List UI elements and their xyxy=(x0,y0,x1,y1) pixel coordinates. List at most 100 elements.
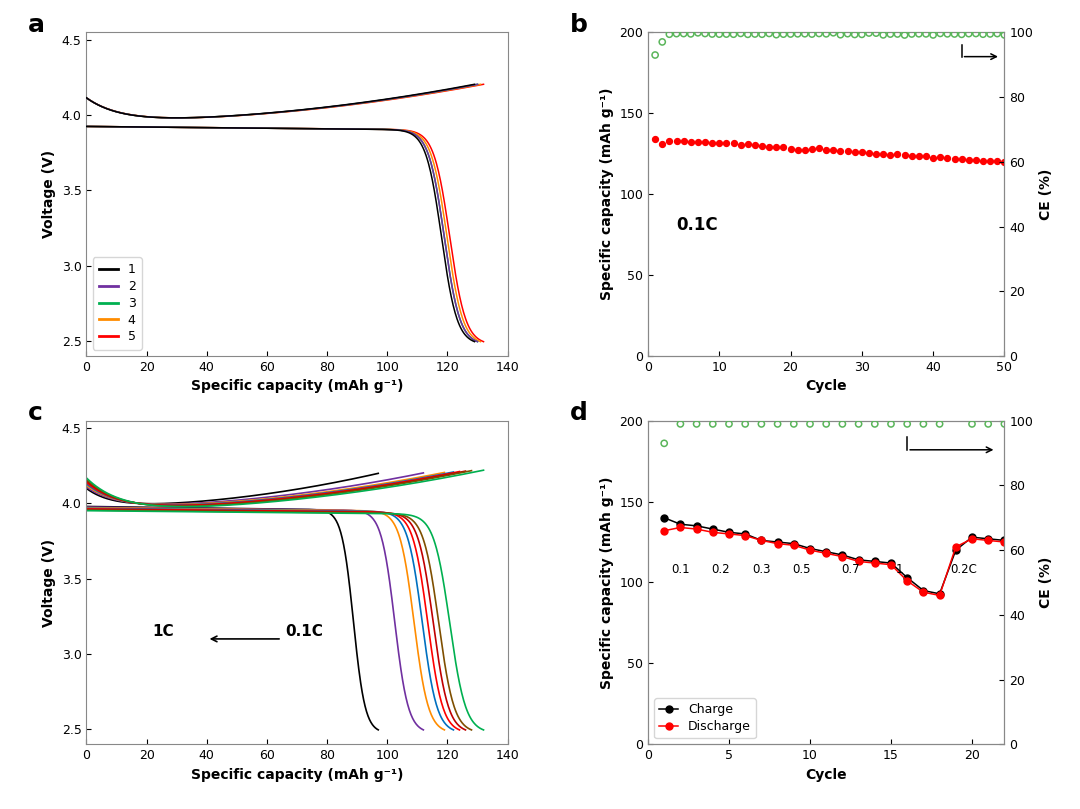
Point xyxy=(867,27,885,40)
Point xyxy=(703,137,720,150)
Text: 0.2: 0.2 xyxy=(712,563,730,576)
Charge xyxy=(706,524,719,534)
Point xyxy=(903,28,920,40)
Point xyxy=(917,150,934,163)
Discharge xyxy=(998,537,1011,547)
Point xyxy=(704,417,721,430)
Point xyxy=(711,137,728,150)
Y-axis label: Voltage (V): Voltage (V) xyxy=(42,539,56,626)
Point xyxy=(697,136,714,149)
Point xyxy=(982,28,999,40)
Point xyxy=(875,28,892,41)
Point xyxy=(703,28,720,40)
Point xyxy=(689,135,706,148)
Discharge xyxy=(836,552,849,561)
Charge xyxy=(982,534,995,544)
Point xyxy=(653,36,671,49)
Charge xyxy=(739,529,752,539)
Point xyxy=(769,417,786,430)
Charge xyxy=(771,537,784,547)
Charge xyxy=(852,555,865,565)
Text: 0.5: 0.5 xyxy=(793,563,811,576)
Point xyxy=(688,417,705,430)
Point xyxy=(661,28,678,40)
Point xyxy=(982,155,999,167)
Discharge xyxy=(949,542,962,552)
Point xyxy=(861,146,878,159)
Point xyxy=(697,27,714,40)
Charge xyxy=(787,539,800,549)
Text: 1C: 1C xyxy=(152,624,174,639)
Point xyxy=(915,417,932,430)
Discharge xyxy=(723,529,735,539)
Point xyxy=(889,28,906,40)
Point xyxy=(804,28,821,40)
Point xyxy=(796,28,813,40)
Y-axis label: Voltage (V): Voltage (V) xyxy=(42,150,56,238)
Point xyxy=(939,28,956,40)
Text: 1: 1 xyxy=(895,563,903,576)
Point xyxy=(931,417,948,430)
Point xyxy=(996,155,1013,168)
Charge xyxy=(998,536,1011,545)
Point xyxy=(968,154,985,167)
Discharge xyxy=(787,540,800,550)
Point xyxy=(725,137,742,150)
Point xyxy=(739,138,756,151)
Point xyxy=(974,28,991,40)
Point xyxy=(683,135,700,148)
Point xyxy=(804,142,821,155)
X-axis label: Cycle: Cycle xyxy=(806,379,847,393)
Discharge xyxy=(933,591,946,600)
Charge xyxy=(658,513,671,523)
Point xyxy=(910,150,928,163)
Point xyxy=(718,28,735,40)
Point xyxy=(867,147,885,160)
Point xyxy=(846,28,863,41)
Point xyxy=(881,148,899,161)
Point xyxy=(718,137,735,150)
Line: Charge: Charge xyxy=(661,515,1008,597)
Point xyxy=(647,49,664,61)
Point xyxy=(656,437,673,450)
Point xyxy=(774,28,792,40)
Point xyxy=(739,28,756,40)
Point xyxy=(818,28,835,40)
Point xyxy=(754,139,771,152)
Text: 0.1: 0.1 xyxy=(671,563,690,576)
Point xyxy=(782,142,799,155)
Point xyxy=(832,28,849,41)
Point xyxy=(963,417,981,430)
Discharge xyxy=(706,527,719,537)
Point xyxy=(782,28,799,40)
Point xyxy=(939,152,956,165)
Point xyxy=(917,28,934,40)
Text: 0.1C: 0.1C xyxy=(676,216,718,234)
Point xyxy=(675,27,692,40)
Point xyxy=(675,134,692,147)
Discharge xyxy=(739,531,752,540)
Discharge xyxy=(966,534,978,544)
Point xyxy=(737,417,754,430)
Discharge xyxy=(771,539,784,549)
Point xyxy=(899,417,916,430)
Point xyxy=(711,28,728,40)
Point xyxy=(661,134,678,147)
Text: d: d xyxy=(569,401,588,426)
Discharge xyxy=(804,545,816,555)
Point xyxy=(732,27,750,40)
Point xyxy=(903,149,920,162)
Point xyxy=(732,139,750,152)
Point xyxy=(932,27,949,40)
Point xyxy=(746,139,764,152)
Point xyxy=(789,28,807,40)
Point xyxy=(953,153,970,166)
Point xyxy=(988,28,1005,40)
Point xyxy=(746,28,764,40)
Point xyxy=(825,27,842,40)
Charge xyxy=(690,521,703,531)
Point xyxy=(810,27,827,40)
Point xyxy=(910,28,928,40)
Point xyxy=(720,417,738,430)
Charge xyxy=(949,545,962,555)
